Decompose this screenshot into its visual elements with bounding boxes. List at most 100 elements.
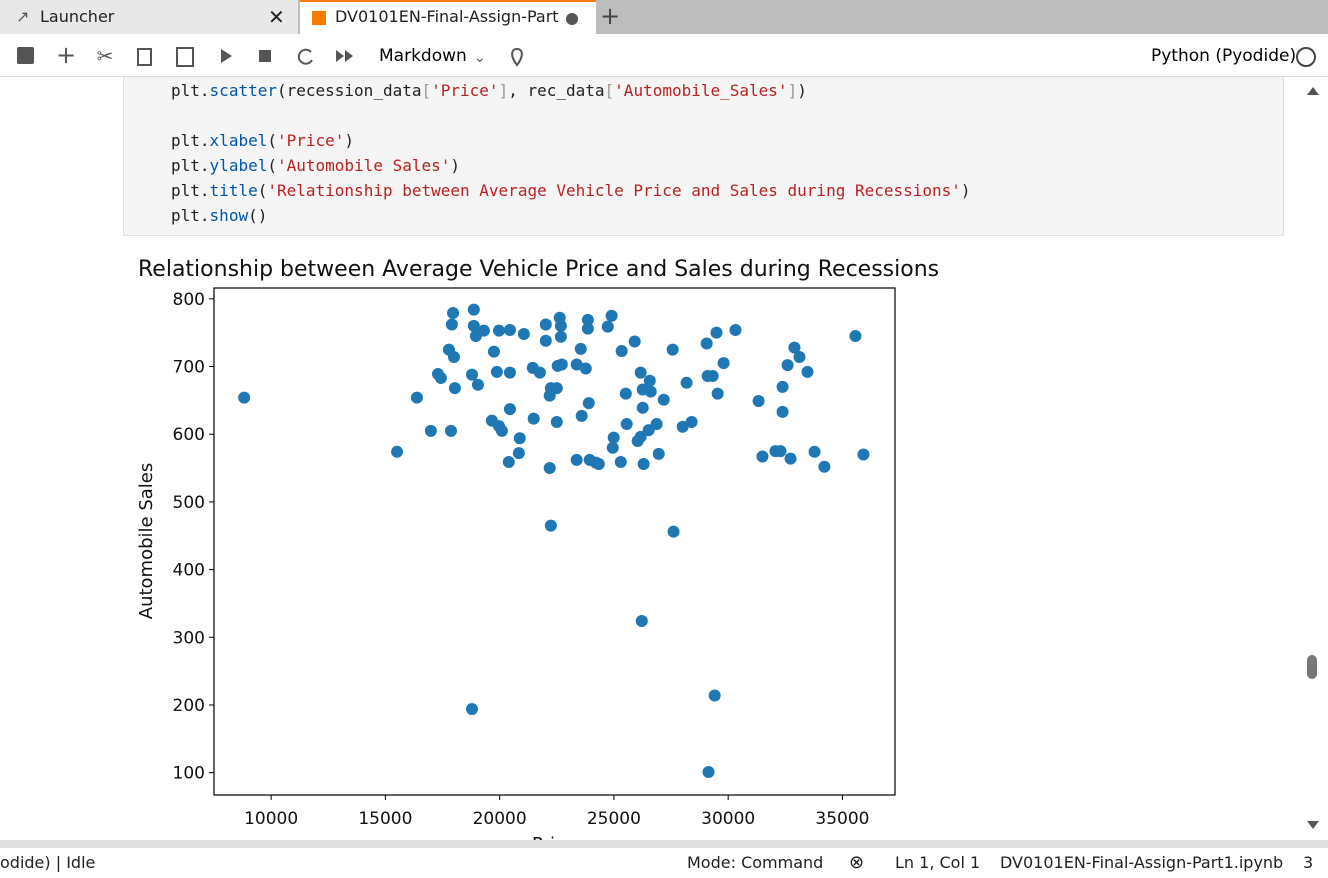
scroll-up[interactable] bbox=[1307, 87, 1319, 95]
point bbox=[238, 391, 251, 404]
point bbox=[445, 318, 458, 331]
stop-button[interactable] bbox=[259, 50, 271, 62]
point bbox=[579, 362, 592, 375]
point bbox=[700, 337, 713, 350]
code-cell[interactable] bbox=[123, 77, 1284, 236]
point bbox=[634, 430, 647, 443]
point bbox=[784, 452, 797, 465]
point bbox=[685, 416, 698, 429]
run-button[interactable] bbox=[221, 49, 232, 63]
cursor-position: Ln 1, Col 1 bbox=[895, 853, 981, 872]
kernel-name[interactable]: Python (Pyodide) bbox=[1151, 46, 1297, 66]
point bbox=[752, 395, 765, 408]
notebook: plt.scatter(recession_data['Price'], rec… bbox=[0, 77, 1300, 840]
point bbox=[570, 358, 583, 371]
x-tick-label: 35000 bbox=[815, 809, 869, 829]
point bbox=[570, 453, 583, 466]
point bbox=[849, 330, 862, 343]
point bbox=[410, 391, 423, 404]
point bbox=[710, 326, 723, 339]
point bbox=[391, 445, 404, 458]
point bbox=[711, 387, 724, 400]
point bbox=[495, 424, 508, 437]
point bbox=[657, 393, 670, 406]
tab[interactable]: ↗ Launcher ✕ bbox=[0, 0, 298, 34]
point bbox=[550, 416, 563, 429]
point bbox=[702, 765, 715, 778]
mode: Mode: Command bbox=[687, 853, 824, 872]
point bbox=[636, 401, 649, 414]
point bbox=[619, 387, 632, 400]
code-line: plt.title('Relationship between Average … bbox=[171, 181, 971, 200]
tab-label: Launcher bbox=[40, 7, 115, 26]
point bbox=[781, 359, 794, 372]
point bbox=[637, 457, 650, 470]
plot-area bbox=[213, 287, 896, 796]
status-bar: odide) | Idle Mode: Command ⊗ Ln 1, Col … bbox=[0, 848, 1328, 873]
point bbox=[776, 405, 789, 418]
y-tick-label: 200 bbox=[173, 696, 205, 716]
chart-title: Relationship between Average Vehicle Pri… bbox=[138, 257, 939, 282]
point bbox=[776, 380, 789, 393]
point bbox=[434, 372, 447, 385]
close-button[interactable]: ✕ bbox=[268, 5, 285, 29]
point bbox=[466, 368, 479, 381]
code-line: plt.ylabel('Automobile Sales') bbox=[171, 156, 461, 175]
tab-bar: ↗ Launcher ✕ DV0101EN-Final-Assign-Part … bbox=[0, 0, 1328, 34]
point bbox=[539, 334, 552, 347]
scroll-thumb[interactable] bbox=[1307, 655, 1317, 679]
toolbar-icons: + ✂ ⌄ bbox=[17, 41, 523, 69]
point bbox=[517, 328, 530, 341]
point bbox=[513, 432, 526, 445]
point bbox=[554, 319, 567, 332]
cut-button[interactable]: ✂ bbox=[97, 44, 114, 68]
point bbox=[574, 342, 587, 355]
point bbox=[818, 460, 831, 473]
y-axis-label: Automobile Sales bbox=[136, 463, 157, 619]
point bbox=[575, 409, 588, 422]
run-all-button[interactable] bbox=[336, 50, 353, 62]
x-tick-label: 15000 bbox=[358, 809, 412, 829]
point bbox=[615, 344, 628, 357]
point bbox=[466, 703, 479, 716]
y-tick-label: 700 bbox=[173, 358, 205, 378]
tab[interactable]: DV0101EN-Final-Assign-Part bbox=[300, 0, 596, 34]
unsaved-dot bbox=[566, 13, 578, 25]
point bbox=[512, 447, 525, 460]
icon: ⊗ bbox=[849, 852, 865, 873]
scrollbar[interactable] bbox=[1300, 77, 1328, 840]
point bbox=[793, 351, 806, 364]
point bbox=[492, 324, 505, 337]
point bbox=[444, 424, 457, 437]
x-tick-label: 25000 bbox=[587, 809, 641, 829]
new-tab-button[interactable]: + bbox=[600, 2, 621, 30]
dropdown-arrow[interactable]: ⌄ bbox=[474, 50, 486, 66]
point bbox=[555, 358, 568, 371]
copy-button[interactable] bbox=[137, 48, 152, 66]
scroll-down[interactable] bbox=[1307, 821, 1319, 829]
restart-button[interactable] bbox=[297, 48, 313, 65]
point bbox=[620, 418, 633, 431]
point bbox=[544, 519, 557, 532]
point bbox=[643, 374, 656, 387]
point bbox=[601, 320, 614, 333]
code-line: plt.show() bbox=[171, 206, 268, 225]
cell-type-select[interactable]: Markdown bbox=[379, 46, 467, 66]
point bbox=[503, 323, 516, 336]
point bbox=[503, 403, 516, 416]
notification-count: 3 bbox=[1303, 853, 1314, 872]
git-button[interactable] bbox=[511, 47, 523, 67]
paste-button[interactable] bbox=[176, 47, 194, 67]
point bbox=[808, 445, 821, 458]
point bbox=[644, 385, 657, 398]
x-tick-label: 10000 bbox=[244, 809, 298, 829]
point bbox=[635, 615, 648, 628]
insert-button[interactable]: + bbox=[56, 41, 76, 69]
icon bbox=[312, 11, 326, 25]
point bbox=[774, 445, 787, 458]
y-tick-label: 400 bbox=[173, 561, 205, 581]
x-tick-label: 30000 bbox=[701, 809, 755, 829]
save-button[interactable] bbox=[17, 47, 34, 64]
point bbox=[708, 689, 721, 702]
toolbar: + ✂ ⌄ Markdown Python (Pyodide) bbox=[0, 34, 1328, 77]
